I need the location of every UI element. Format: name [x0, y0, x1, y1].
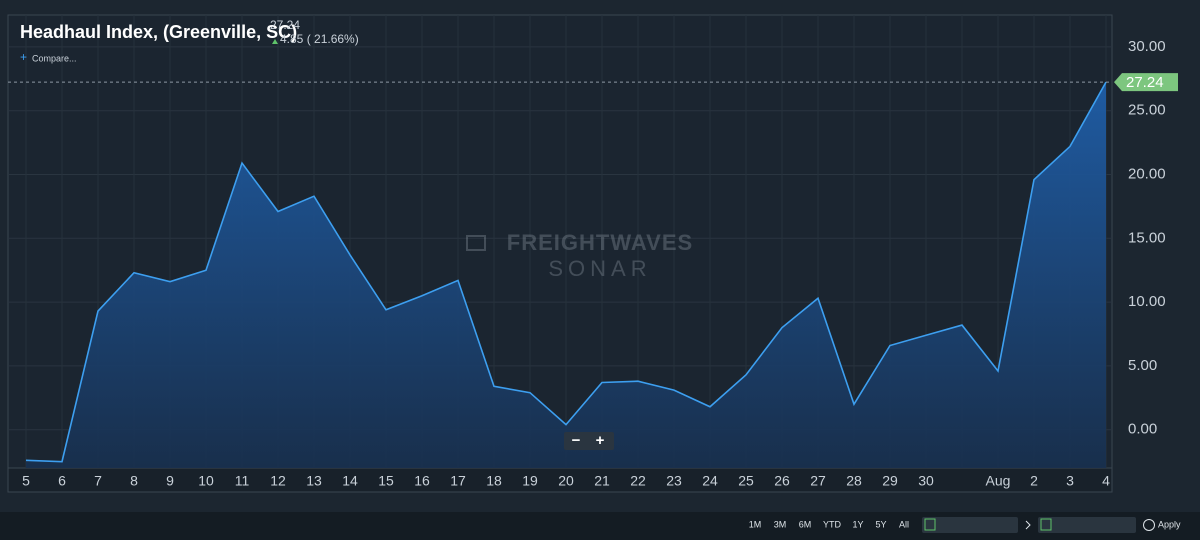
x-tick-label: 11 [235, 473, 250, 489]
toolbar [0, 512, 1200, 540]
x-tick-label: 22 [630, 473, 646, 489]
y-tick-label: 10.00 [1128, 293, 1166, 310]
watermark-logo [466, 235, 486, 251]
x-tick-label: 23 [666, 473, 682, 489]
x-tick-label: 19 [522, 473, 538, 489]
y-tick-label: 15.00 [1128, 229, 1166, 246]
x-tick-label: 30 [918, 473, 934, 489]
x-tick-label: 6 [58, 473, 66, 489]
x-tick-label: 29 [882, 473, 898, 489]
chart-title: Headhaul Index, (Greenville, SC) [20, 22, 297, 42]
x-tick-label: 13 [306, 473, 322, 489]
x-tick-label: 28 [846, 473, 862, 489]
change-label: 4.85 ( 21.66%) [280, 32, 359, 46]
x-tick-label: 10 [198, 473, 214, 489]
x-tick-label: Aug [986, 473, 1011, 489]
zoom-in[interactable]: + [596, 432, 605, 449]
x-tick-label: 7 [94, 473, 102, 489]
x-tick-label: 20 [558, 473, 574, 489]
y-tick-label: 30.00 [1128, 38, 1166, 55]
x-tick-label: 27 [810, 473, 826, 489]
x-tick-label: 4 [1102, 473, 1110, 489]
y-tick-label: 20.00 [1128, 165, 1166, 182]
x-tick-label: 16 [414, 473, 430, 489]
range-button[interactable]: All [899, 519, 909, 529]
range-arrow [1025, 520, 1031, 530]
range-button[interactable]: 1Y [852, 519, 863, 529]
zoom-out[interactable]: − [572, 432, 581, 449]
compare-plus[interactable]: + [20, 50, 27, 64]
range-button[interactable]: 6M [799, 519, 812, 529]
x-tick-label: 5 [22, 473, 30, 489]
watermark-text: FREIGHTWAVES [507, 230, 693, 255]
range-button[interactable]: YTD [823, 519, 842, 529]
x-tick-label: 21 [594, 473, 610, 489]
x-tick-label: 14 [342, 473, 358, 489]
x-tick-label: 3 [1066, 473, 1074, 489]
line [25, 81, 1107, 463]
x-tick-label: 24 [702, 473, 718, 489]
range-button[interactable]: 3M [774, 519, 787, 529]
watermark-text: SONAR [548, 256, 651, 281]
date-input[interactable] [922, 517, 1018, 533]
last-value: 27.24 [270, 18, 300, 32]
zoom-bg [564, 432, 614, 450]
up-arrow [272, 39, 278, 44]
calendar-icon [924, 518, 936, 531]
last-value-label: 27.24 [1126, 74, 1164, 91]
watermark: FREIGHTWAVES SONAR [466, 230, 693, 281]
x-tick-label: 25 [738, 473, 754, 489]
last-value-badge [1114, 73, 1178, 92]
range-button[interactable]: 1M [749, 519, 762, 529]
y-tick-label: 0.00 [1128, 421, 1157, 438]
date-range: Apply [922, 517, 1181, 533]
area [26, 82, 1106, 469]
x-tick-label: 9 [166, 473, 174, 489]
x-tick-label: 2 [1030, 473, 1038, 489]
x-tick-label: 26 [774, 473, 790, 489]
x-tick-label: 17 [450, 473, 466, 489]
y-tick-label: 25.00 [1128, 102, 1166, 119]
calendar-icon [1040, 518, 1052, 531]
x-tick-label: 8 [130, 473, 138, 489]
y-tick-label: 5.00 [1128, 357, 1157, 374]
apply-icon [1143, 519, 1155, 531]
date-input[interactable] [1038, 517, 1136, 533]
range-button[interactable]: 5Y [875, 519, 886, 529]
zoom-controls: − + [564, 432, 614, 450]
x-tick-label: 18 [486, 473, 502, 489]
apply-button[interactable]: Apply [1158, 519, 1181, 529]
compare-button[interactable]: Compare... [32, 53, 77, 63]
x-tick-label: 12 [270, 473, 286, 489]
x-tick-label: 15 [378, 473, 394, 489]
